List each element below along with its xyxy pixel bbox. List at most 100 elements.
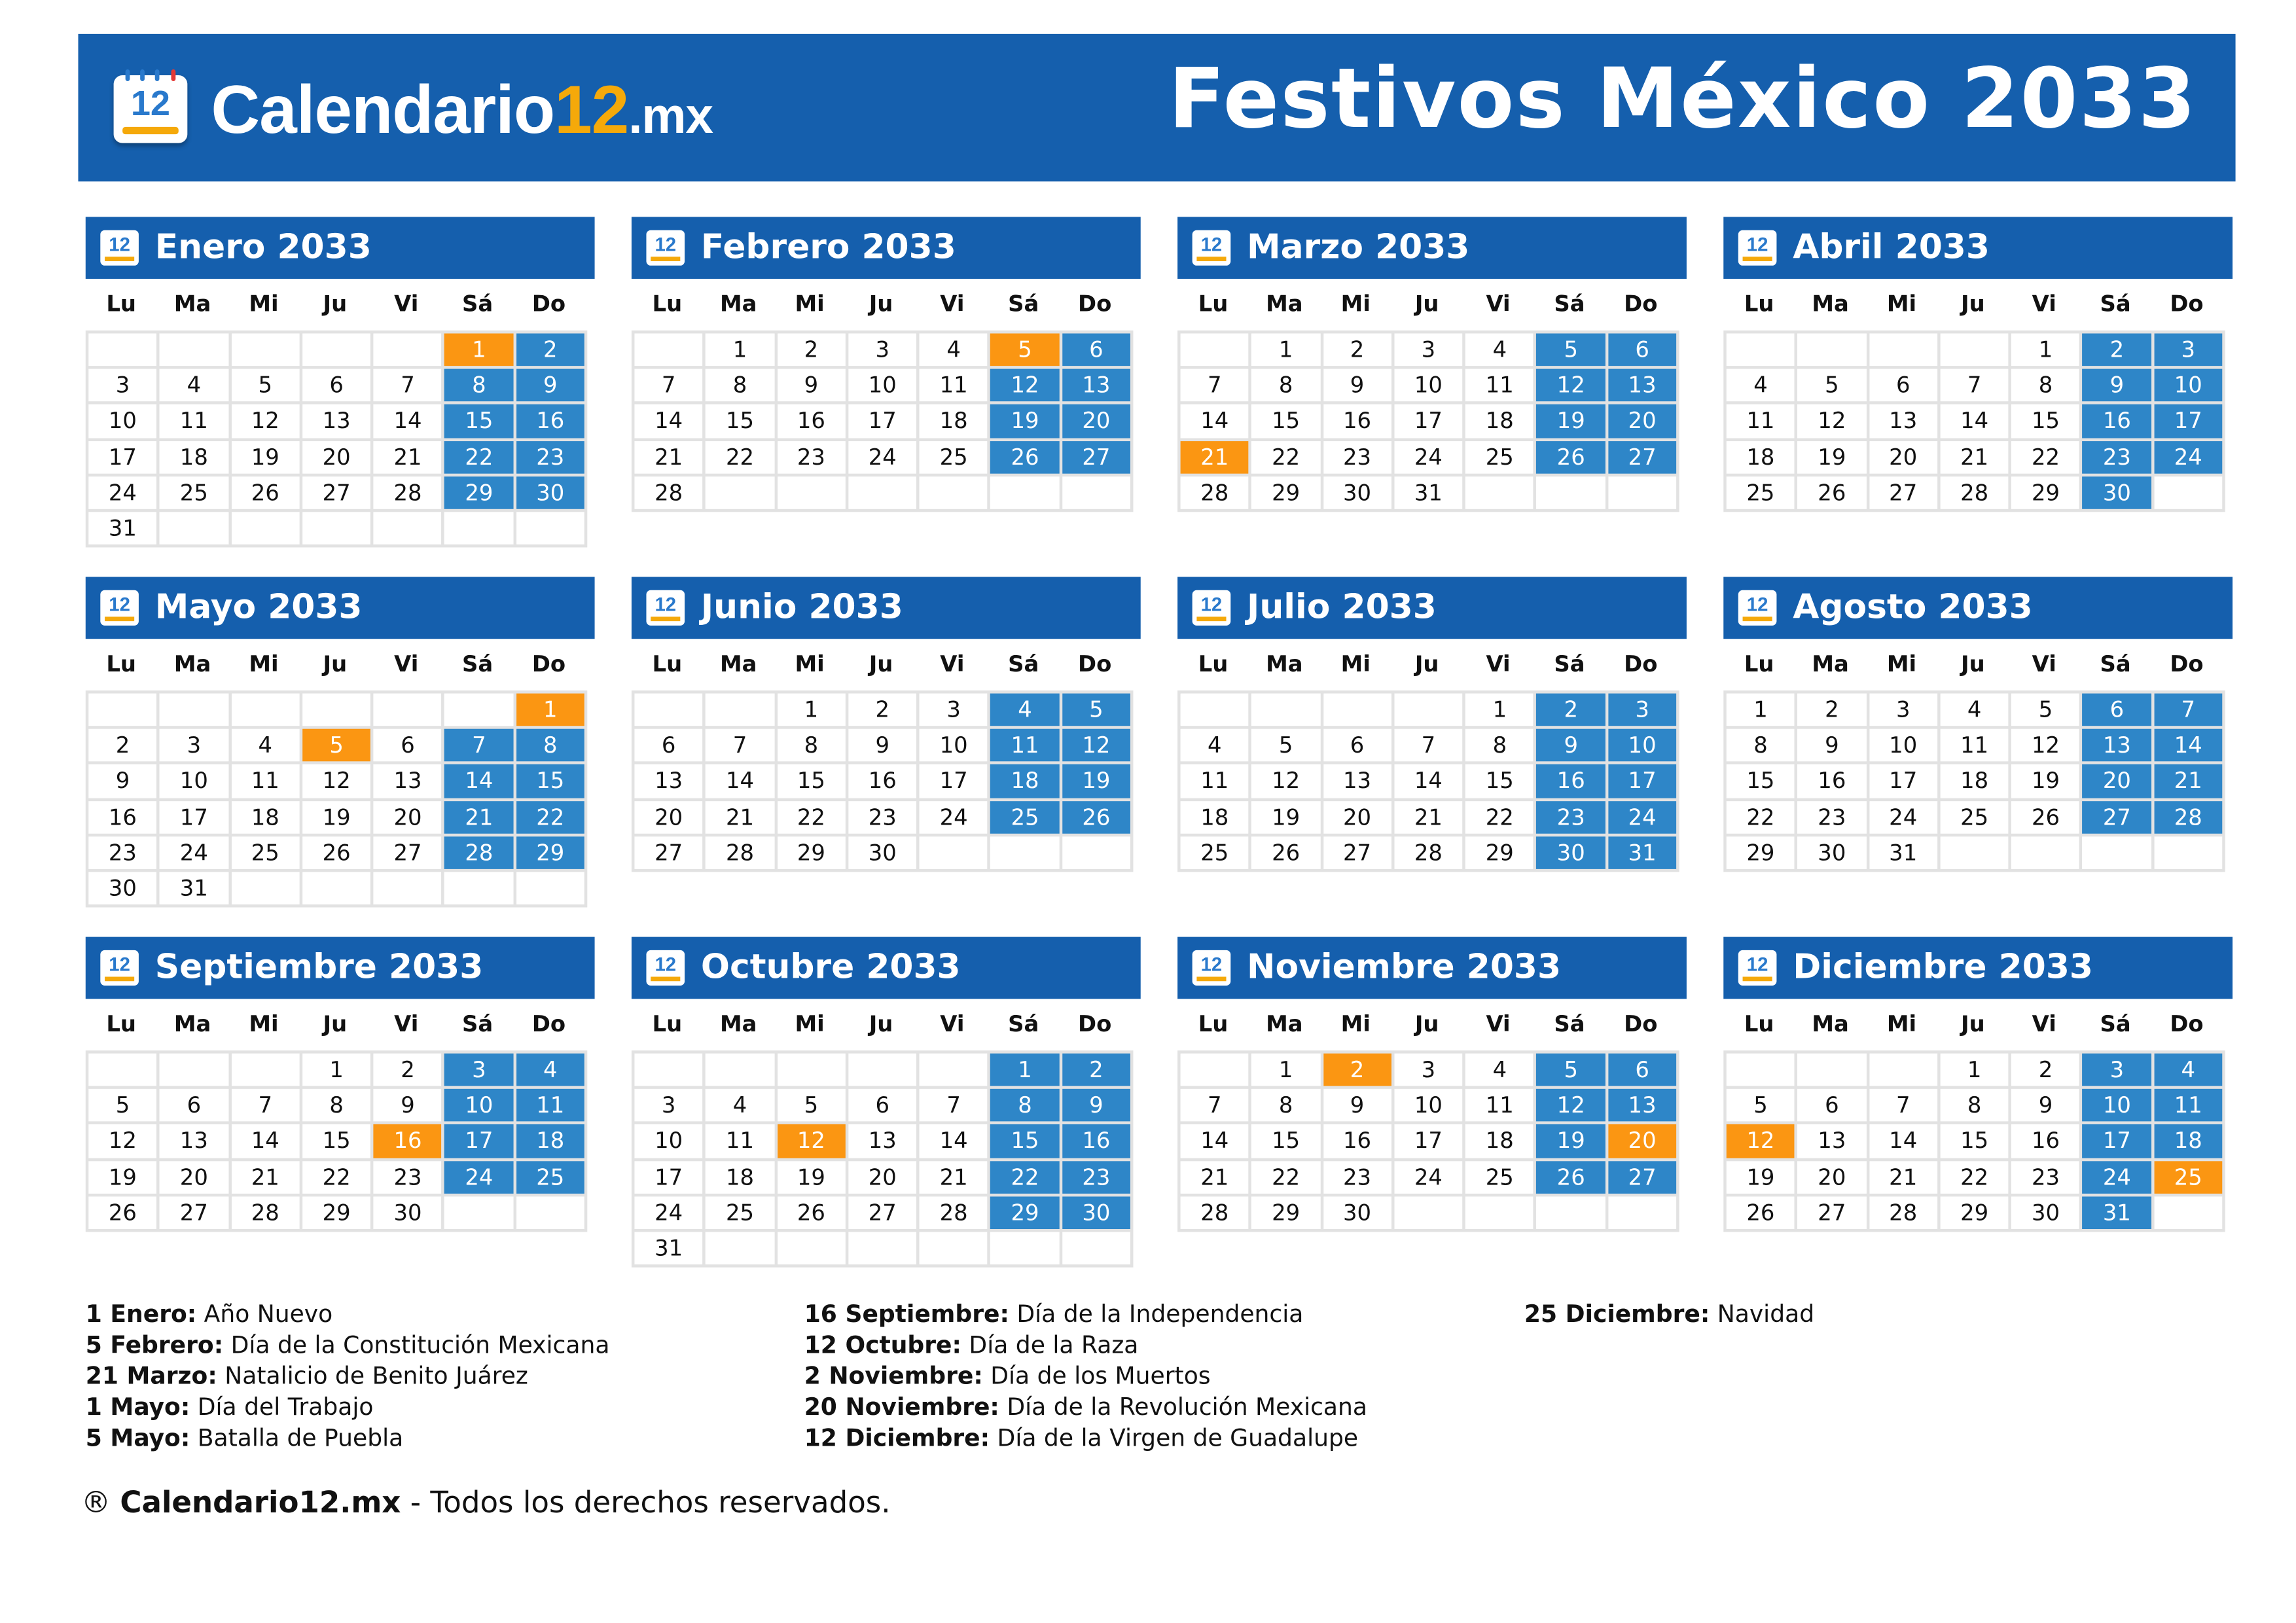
day-cell[interactable]: 3 bbox=[160, 729, 228, 762]
day-cell[interactable]: 6 bbox=[848, 1089, 917, 1122]
day-cell[interactable]: 7 bbox=[919, 1089, 988, 1122]
day-cell[interactable]: 1 bbox=[1465, 693, 1534, 726]
weekend-cell[interactable]: 23 bbox=[2083, 440, 2151, 474]
weekend-cell[interactable]: 4 bbox=[990, 693, 1060, 726]
weekend-cell[interactable]: 22 bbox=[990, 1160, 1060, 1194]
day-cell[interactable]: 17 bbox=[1394, 404, 1463, 438]
day-cell[interactable]: 25 bbox=[919, 440, 988, 474]
day-cell[interactable]: 9 bbox=[1323, 1089, 1391, 1122]
day-cell[interactable]: 6 bbox=[1869, 369, 1937, 402]
weekend-cell[interactable]: 4 bbox=[516, 1053, 584, 1086]
day-cell[interactable]: 25 bbox=[1180, 836, 1249, 869]
weekend-cell[interactable]: 18 bbox=[2154, 1124, 2223, 1158]
weekend-cell[interactable]: 12 bbox=[1537, 369, 1605, 402]
day-cell[interactable]: 27 bbox=[1797, 1196, 1867, 1229]
day-cell[interactable]: 19 bbox=[1797, 440, 1867, 474]
weekend-cell[interactable]: 9 bbox=[516, 369, 584, 402]
day-cell[interactable]: 20 bbox=[160, 1160, 228, 1194]
weekend-cell[interactable]: 26 bbox=[990, 440, 1060, 474]
day-cell[interactable]: 17 bbox=[634, 1160, 703, 1194]
weekend-cell[interactable]: 26 bbox=[1537, 440, 1605, 474]
weekend-cell[interactable]: 2 bbox=[2083, 333, 2151, 366]
day-cell[interactable]: 30 bbox=[373, 1196, 442, 1229]
day-cell[interactable]: 11 bbox=[1940, 729, 2009, 762]
day-cell[interactable]: 1 bbox=[1251, 1053, 1320, 1086]
day-cell[interactable]: 23 bbox=[1797, 800, 1867, 834]
day-cell[interactable]: 19 bbox=[1251, 800, 1320, 834]
day-cell[interactable]: 8 bbox=[706, 369, 774, 402]
day-cell[interactable]: 9 bbox=[1323, 369, 1391, 402]
day-cell[interactable]: 24 bbox=[1869, 800, 1937, 834]
day-cell[interactable]: 27 bbox=[1323, 836, 1391, 869]
day-cell[interactable]: 15 bbox=[777, 764, 846, 798]
weekend-cell[interactable]: 5 bbox=[1537, 1053, 1605, 1086]
weekend-cell[interactable]: 17 bbox=[1607, 764, 1677, 798]
weekend-cell[interactable]: 16 bbox=[2083, 404, 2151, 438]
day-cell[interactable]: 22 bbox=[1251, 440, 1320, 474]
day-cell[interactable]: 19 bbox=[302, 800, 371, 834]
weekend-cell[interactable]: 28 bbox=[444, 836, 514, 869]
day-cell[interactable]: 31 bbox=[1869, 836, 1937, 869]
weekend-cell[interactable]: 10 bbox=[444, 1089, 514, 1122]
weekend-cell[interactable]: 20 bbox=[1607, 404, 1677, 438]
day-cell[interactable]: 15 bbox=[302, 1124, 371, 1158]
day-cell[interactable]: 12 bbox=[88, 1124, 157, 1158]
day-cell[interactable]: 10 bbox=[848, 369, 917, 402]
day-cell[interactable]: 14 bbox=[231, 1124, 300, 1158]
weekend-cell[interactable]: 2 bbox=[1062, 1053, 1131, 1086]
day-cell[interactable]: 26 bbox=[2011, 800, 2080, 834]
day-cell[interactable]: 6 bbox=[160, 1089, 228, 1122]
day-cell[interactable]: 5 bbox=[1726, 1089, 1795, 1122]
day-cell[interactable]: 16 bbox=[88, 800, 157, 834]
day-cell[interactable]: 24 bbox=[634, 1196, 703, 1229]
day-cell[interactable]: 29 bbox=[2011, 476, 2080, 509]
day-cell[interactable]: 26 bbox=[302, 836, 371, 869]
weekend-cell[interactable]: 6 bbox=[1607, 333, 1677, 366]
day-cell[interactable]: 24 bbox=[848, 440, 917, 474]
weekend-cell[interactable]: 30 bbox=[516, 476, 584, 509]
day-cell[interactable]: 28 bbox=[373, 476, 442, 509]
day-cell[interactable]: 7 bbox=[1869, 1089, 1937, 1122]
weekend-cell[interactable]: 6 bbox=[1607, 1053, 1677, 1086]
day-cell[interactable]: 30 bbox=[1323, 476, 1391, 509]
day-cell[interactable]: 13 bbox=[1869, 404, 1937, 438]
day-cell[interactable]: 26 bbox=[88, 1196, 157, 1229]
weekend-cell[interactable]: 20 bbox=[2083, 764, 2151, 798]
day-cell[interactable]: 24 bbox=[1394, 440, 1463, 474]
weekend-cell[interactable]: 13 bbox=[2083, 729, 2151, 762]
day-cell[interactable]: 17 bbox=[848, 404, 917, 438]
day-cell[interactable]: 23 bbox=[373, 1160, 442, 1194]
day-cell[interactable]: 13 bbox=[1323, 764, 1391, 798]
day-cell[interactable]: 9 bbox=[373, 1089, 442, 1122]
day-cell[interactable]: 9 bbox=[1797, 729, 1867, 762]
weekend-cell[interactable]: 17 bbox=[2154, 404, 2223, 438]
day-cell[interactable]: 10 bbox=[88, 404, 157, 438]
day-cell[interactable]: 17 bbox=[88, 440, 157, 474]
holiday-cell[interactable]: 16 bbox=[373, 1124, 442, 1158]
day-cell[interactable]: 7 bbox=[1180, 1089, 1249, 1122]
day-cell[interactable]: 6 bbox=[1323, 729, 1391, 762]
weekend-cell[interactable]: 20 bbox=[1062, 404, 1131, 438]
day-cell[interactable]: 7 bbox=[1394, 729, 1463, 762]
day-cell[interactable]: 29 bbox=[1465, 836, 1534, 869]
weekend-cell[interactable]: 9 bbox=[2083, 369, 2151, 402]
day-cell[interactable]: 22 bbox=[1251, 1160, 1320, 1194]
day-cell[interactable]: 28 bbox=[1180, 476, 1249, 509]
day-cell[interactable]: 1 bbox=[1726, 693, 1795, 726]
weekend-cell[interactable]: 8 bbox=[516, 729, 584, 762]
day-cell[interactable]: 2 bbox=[2011, 1053, 2080, 1086]
day-cell[interactable]: 25 bbox=[1940, 800, 2009, 834]
weekend-cell[interactable]: 10 bbox=[2154, 369, 2223, 402]
day-cell[interactable]: 19 bbox=[2011, 764, 2080, 798]
day-cell[interactable]: 18 bbox=[160, 440, 228, 474]
day-cell[interactable]: 8 bbox=[302, 1089, 371, 1122]
footer-brand[interactable]: Calendario12.mx bbox=[120, 1484, 401, 1520]
day-cell[interactable]: 10 bbox=[634, 1124, 703, 1158]
weekend-cell[interactable]: 11 bbox=[516, 1089, 584, 1122]
day-cell[interactable]: 4 bbox=[231, 729, 300, 762]
weekend-cell[interactable]: 5 bbox=[1062, 693, 1131, 726]
day-cell[interactable]: 26 bbox=[1726, 1196, 1795, 1229]
day-cell[interactable]: 3 bbox=[1394, 1053, 1463, 1086]
weekend-cell[interactable]: 12 bbox=[1062, 729, 1131, 762]
day-cell[interactable]: 8 bbox=[1251, 369, 1320, 402]
